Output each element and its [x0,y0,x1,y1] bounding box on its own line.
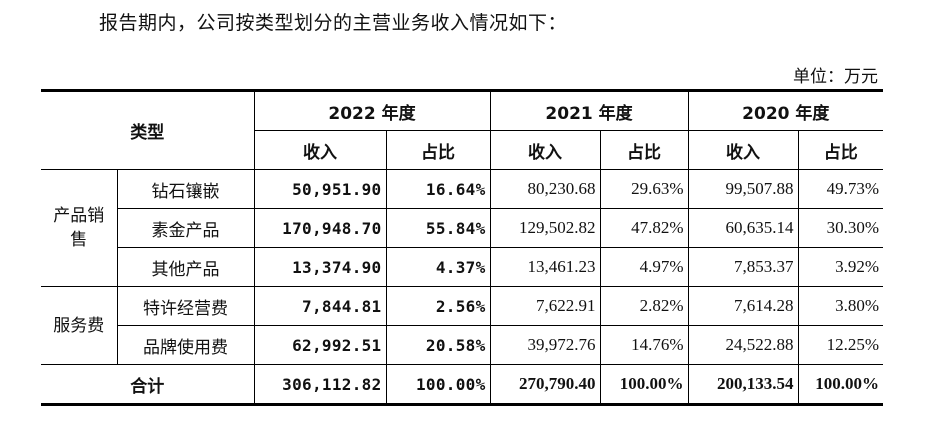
cell-value: 55.84% [385,208,491,248]
header-share: 占比 [599,130,689,170]
table-row: 素金产品 170,948.70 55.84% 129,502.82 47.82%… [41,208,884,248]
header-revenue: 收入 [254,130,387,170]
cell-value: 47.82% [599,208,689,248]
cell-value: 50,951.90 [253,169,387,209]
cell-value: 29.63% [599,169,689,209]
cell-value: 39,972.76 [489,325,601,365]
cell-value: 3.80% [797,286,884,326]
row-item: 品牌使用费 [117,325,255,365]
cell-value: 62,992.51 [253,325,387,365]
header-year-2022: 2022 年度 [253,90,491,131]
cell-value: 16.64% [385,169,491,209]
cell-value: 13,374.90 [253,247,387,287]
total-value: 270,790.40 [489,364,601,405]
intro-text: 报告期内，公司按类型划分的主营业务收入情况如下： [99,12,568,34]
cell-value: 13,461.23 [489,247,601,287]
cell-value: 7,622.91 [489,286,601,326]
header-revenue: 收入 [489,130,601,170]
row-item: 其他产品 [117,247,255,287]
cell-value: 14.76% [599,325,689,365]
cell-value: 60,635.14 [687,208,799,248]
total-value: 100.00% [599,364,689,405]
cell-value: 4.97% [599,247,689,287]
cell-value: 80,230.68 [489,169,601,209]
total-row: 合计 306,112.82 100.00% 270,790.40 100.00%… [41,364,884,405]
cell-value: 4.37% [385,247,491,287]
cell-value: 170,948.70 [253,208,387,248]
table-row: 其他产品 13,374.90 4.37% 13,461.23 4.97% 7,8… [41,247,884,287]
cell-value: 12.25% [797,325,884,365]
table-row: 品牌使用费 62,992.51 20.58% 39,972.76 14.76% … [41,325,884,365]
header-year-2021: 2021 年度 [489,90,689,131]
cell-value: 30.30% [797,208,884,248]
row-item: 特许经营费 [116,286,255,326]
table-row: 服务费 特许经营费 7,844.81 2.56% 7,622.91 2.82% … [41,286,884,365]
header-type: 类型 [41,90,255,170]
cell-value: 2.82% [599,286,689,326]
total-value: 100.00% [797,364,884,405]
cell-value: 2.56% [385,286,491,326]
total-value: 306,112.82 [253,364,387,405]
header-share: 占比 [797,130,884,170]
cell-value: 20.58% [385,325,491,365]
cell-value: 7,853.37 [687,247,799,287]
header-year-2020: 2020 年度 [687,90,884,131]
cell-value: 7,614.28 [687,286,799,326]
header-share: 占比 [385,130,491,170]
row-item: 钻石镶嵌 [116,169,255,209]
cell-value: 99,507.88 [687,169,799,209]
total-value: 100.00% [385,364,491,405]
cell-value: 3.92% [797,247,884,287]
cell-value: 7,844.81 [253,286,387,326]
unit-label: 单位：万元 [793,67,878,87]
cell-value: 129,502.82 [489,208,601,248]
row-item: 素金产品 [117,208,255,248]
group-label: 服务费 [41,286,118,365]
group-label: 产品销售 [41,169,118,287]
cell-value: 49.73% [797,169,884,209]
header-revenue: 收入 [687,130,799,170]
cell-value: 24,522.88 [687,325,799,365]
revenue-table: 类型 2022 年度 2021 年度 2020 年度 收入 占比 收入 占比 收… [41,89,884,406]
total-value: 200,133.54 [687,364,799,405]
total-label: 合计 [41,364,255,405]
table-row: 产品销售 钻石镶嵌 50,951.90 16.64% 80,230.68 29.… [41,169,884,287]
